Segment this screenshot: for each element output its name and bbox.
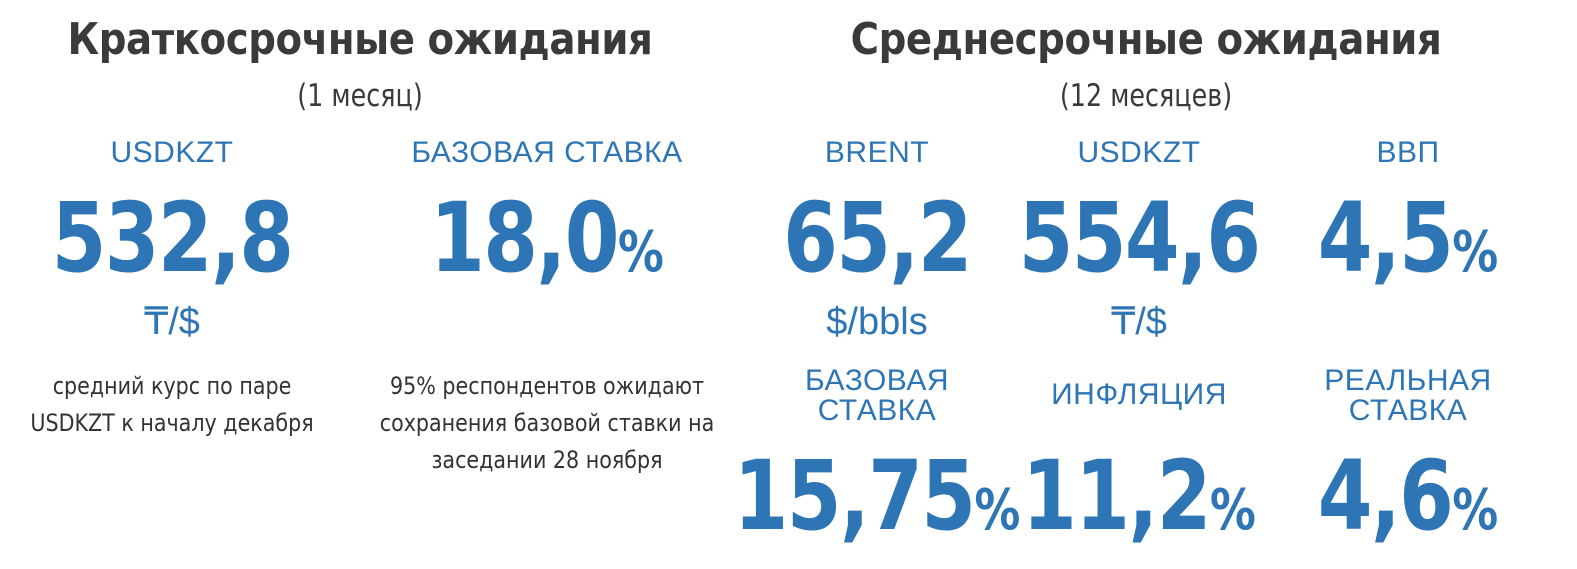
brent-value: 65,2 [783,182,972,294]
short-usdkzt-note: средний курс по паре USDKZT к началу дек… [30,372,314,437]
short-base-rate-note: 95% респондентов ожидают сохранения базо… [379,372,715,474]
medium-usdkzt-unit: ₸/$ [1111,301,1167,343]
gdp-label: ВВП [1376,136,1440,169]
brent-unit: $/bbls [826,301,928,343]
inflation-label: ИНФЛЯЦИЯ [1051,378,1227,411]
gdp-value: 4,5% [1317,182,1499,294]
medium-base-rate-value: 15,75% [733,440,1021,552]
inflation-value: 11,2% [1022,440,1256,552]
short-base-rate-label: БАЗОВАЯ СТАВКА [411,136,683,169]
brent-label: BRENT [824,136,930,169]
short-usdkzt-value: 532,8 [51,182,294,294]
short-usdkzt-label: USDKZT [110,136,234,169]
medium-usdkzt-value: 554,6 [1018,182,1261,294]
short-base-rate-value: 18,0% [430,182,664,294]
real-rate-value: 4,6% [1317,440,1499,552]
medium-term-title: Среднесрочные ожидания [850,14,1442,65]
short-usdkzt-unit: ₸/$ [144,301,200,343]
real-rate-label: РЕАЛЬНАЯ СТАВКА [1324,364,1492,427]
medium-term-subtitle: (12 месяцев) [1059,78,1233,114]
medium-base-rate-label: БАЗОВАЯ СТАВКА [804,364,950,427]
short-term-title: Краткосрочные ожидания [67,14,653,65]
short-term-subtitle: (1 месяц) [297,78,423,114]
medium-usdkzt-label: USDKZT [1077,136,1201,169]
